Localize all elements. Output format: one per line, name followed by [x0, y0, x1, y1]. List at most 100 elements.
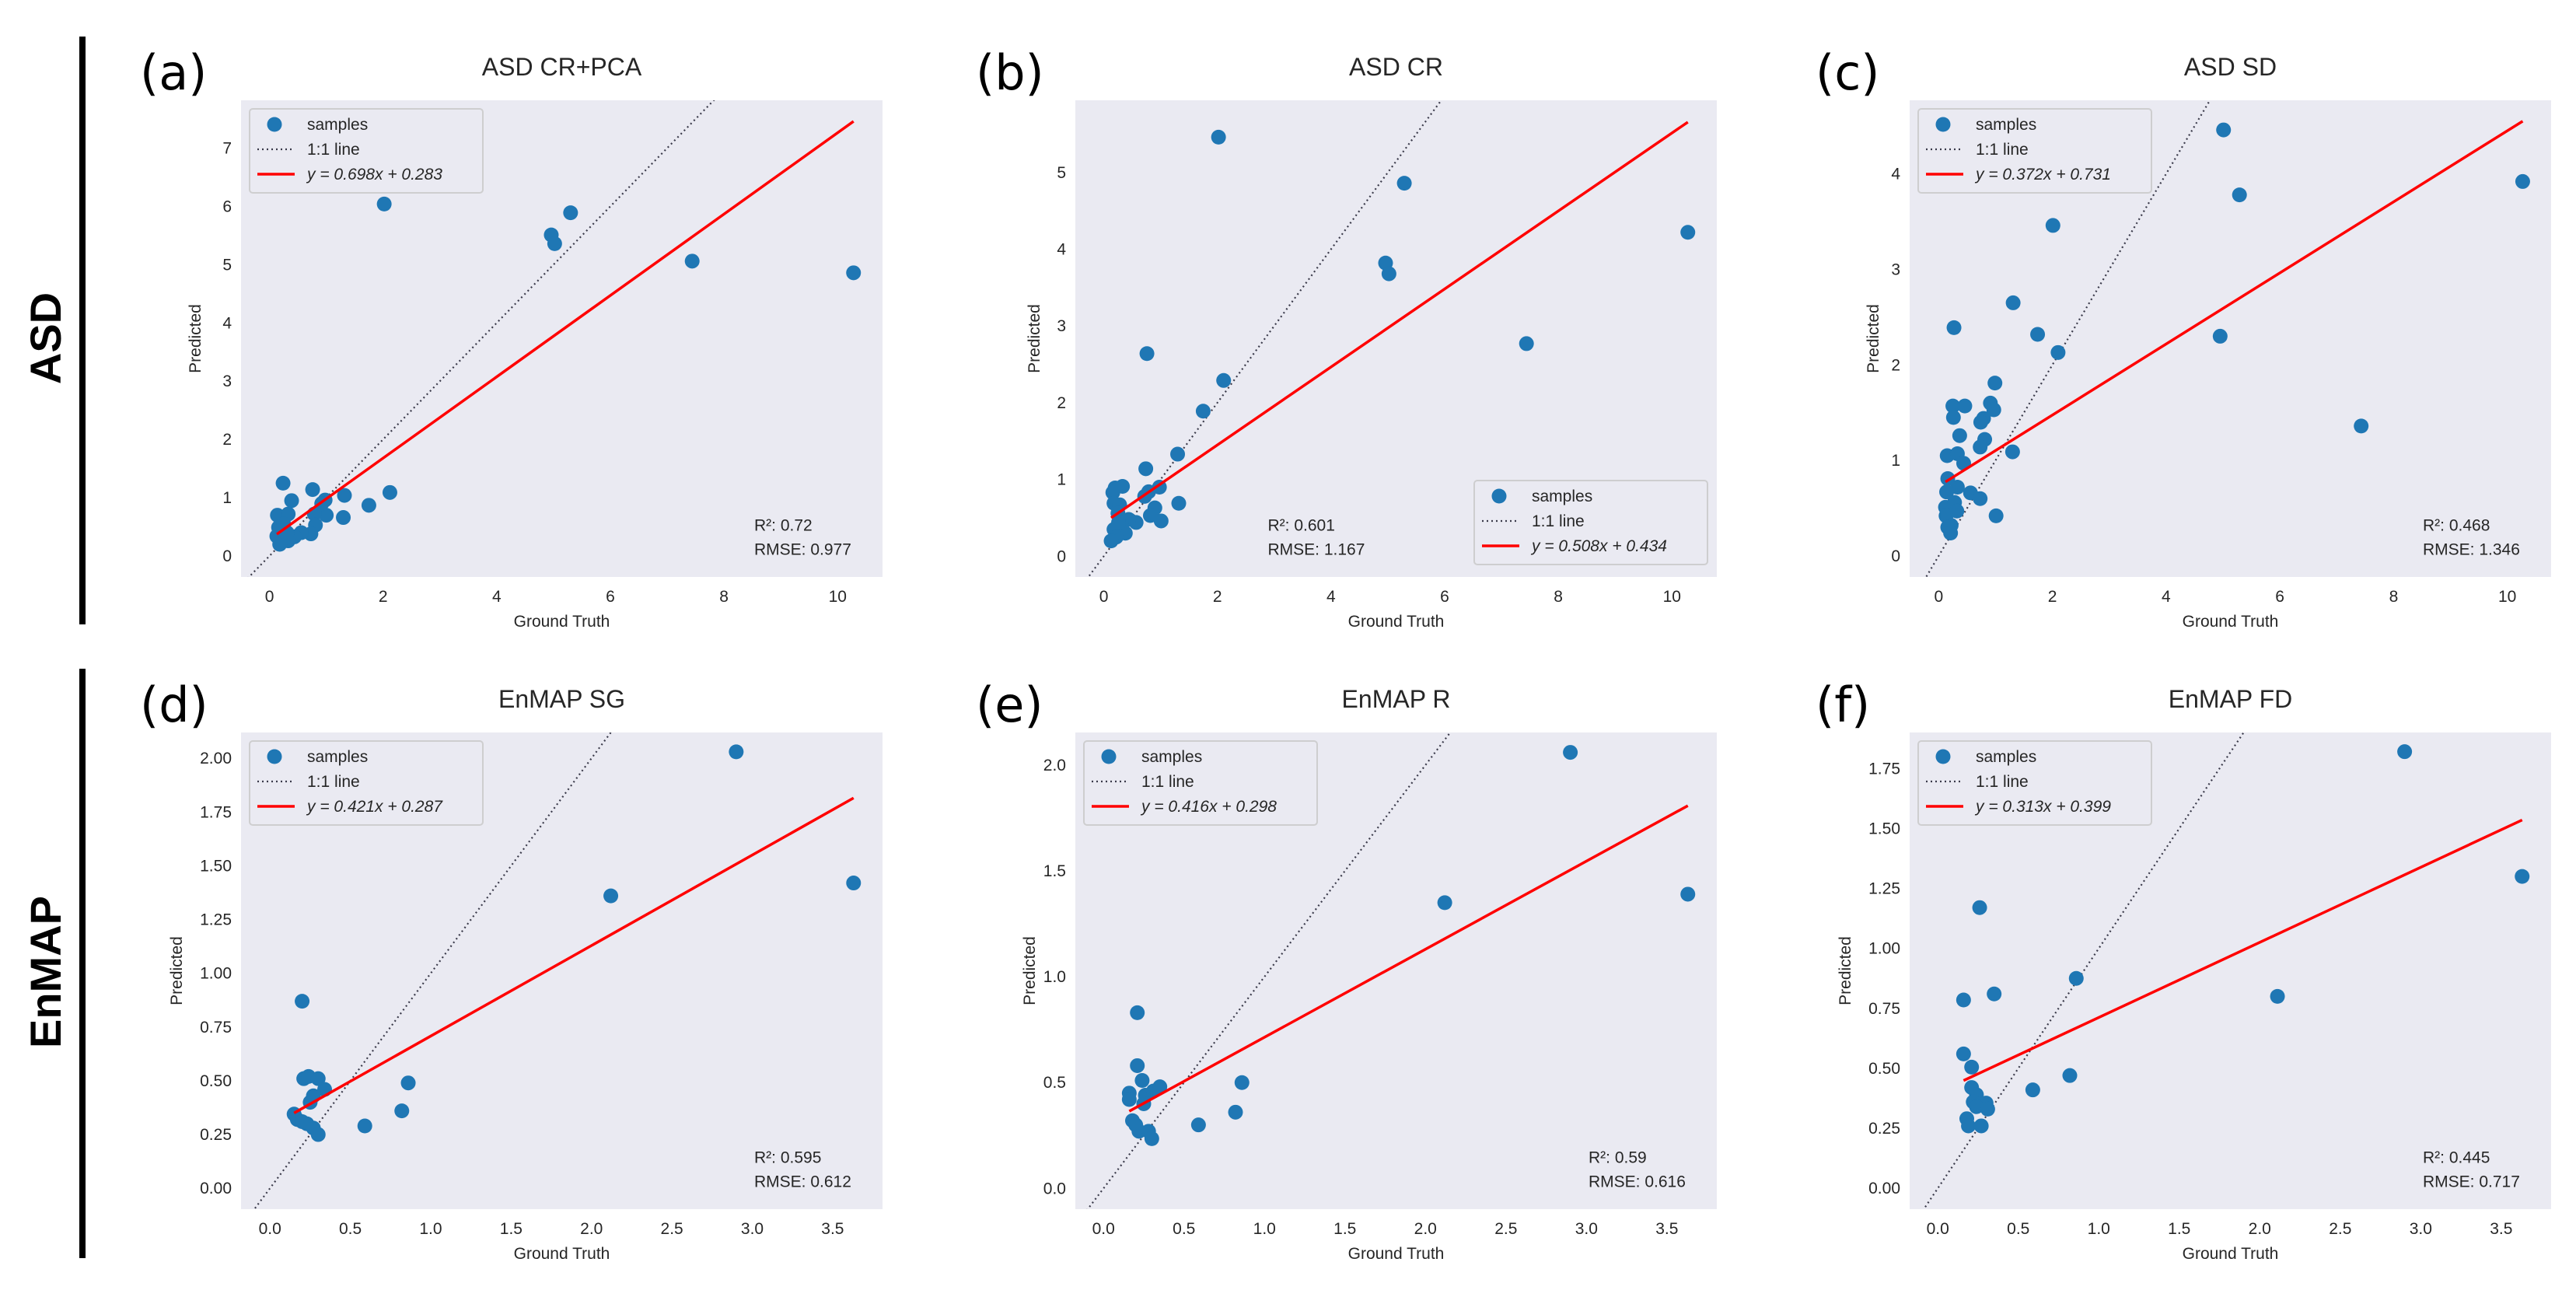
x-tick-label: 0.5: [339, 1220, 362, 1238]
y-tick-label: 0.25: [200, 1126, 232, 1144]
chart-title: ASD SD: [2184, 53, 2277, 81]
y-tick-label: 0.0: [1043, 1180, 1066, 1197]
x-tick-label: 3.5: [1655, 1220, 1678, 1238]
sample-point: [1170, 446, 1186, 462]
legend-label-identity: 1:1 line: [1976, 141, 2029, 159]
x-tick-label: 4: [492, 588, 502, 606]
x-axis-label: Ground Truth: [514, 613, 610, 631]
sample-point: [295, 994, 310, 1009]
sample-point: [1105, 484, 1120, 500]
r2-text: R²: 0.601: [1268, 517, 1335, 535]
legend-marker-samples: [1935, 749, 1951, 764]
y-tick-label: 1.00: [1868, 940, 1900, 958]
sample-point: [2515, 869, 2530, 884]
panel-letter: (a): [140, 44, 207, 101]
x-tick-label: 3.0: [741, 1220, 764, 1238]
rmse-text: RMSE: 0.977: [754, 541, 851, 559]
x-tick-label: 2: [2048, 588, 2057, 606]
sample-point: [284, 493, 299, 509]
y-tick-label: 1.50: [1868, 820, 1900, 837]
legend-label-samples: samples: [1532, 488, 1592, 505]
y-tick-label: 4: [222, 314, 232, 332]
sample-point: [1987, 376, 2003, 391]
y-tick-label: 0.25: [1868, 1120, 1900, 1138]
sample-point: [1945, 410, 1961, 425]
plot-content: [1924, 100, 2530, 577]
x-tick-label: 1.0: [419, 1220, 442, 1238]
legend: samples 1:1 line y = 0.416x + 0.298: [1083, 740, 1318, 826]
x-tick-label: 0.0: [259, 1220, 281, 1238]
chart-title: EnMAP R: [1342, 685, 1451, 713]
x-tick-label: 1.5: [2168, 1220, 2190, 1238]
sample-point: [1964, 1059, 1980, 1075]
panel-a: (a) ASD CR+PCA 0 2 4 6 8 10 0 1 2 3 4 5 6 7 Ground Truth…: [140, 44, 883, 631]
x-axis-label: Ground Truth: [514, 1245, 610, 1263]
x-tick-label: 10: [2498, 588, 2516, 606]
sample-point: [2068, 970, 2084, 986]
row-label-asd: ASD: [21, 292, 70, 384]
legend-label-fit: y = 0.508x + 0.434: [1530, 537, 1667, 555]
plot-content: [1087, 100, 1696, 577]
sample-point: [310, 1071, 326, 1086]
y-tick-label: 2.0: [1043, 757, 1066, 774]
sample-point: [1152, 1079, 1168, 1095]
y-tick-label: 0.50: [1868, 1060, 1900, 1078]
sample-point: [2270, 988, 2285, 1004]
regression-line: [1110, 121, 1689, 519]
sample-point: [1969, 1099, 1984, 1114]
sample-point: [1943, 525, 1959, 540]
regression-line: [293, 796, 855, 1114]
panel-e: (e) EnMAP R 0.0 0.5 1.0 1.5 2.0 2.5 3.0 3.5 0.0 0.5…: [976, 676, 1717, 1263]
sample-point: [2354, 418, 2369, 434]
row-divider-bar-asd: [79, 37, 86, 624]
legend: samples 1:1 line y = 0.508x + 0.434: [1473, 480, 1708, 565]
rmse-text: RMSE: 0.717: [2423, 1173, 2520, 1191]
y-tick-label: 0: [1057, 547, 1066, 565]
sample-point: [400, 1075, 416, 1091]
x-tick-label: 3.0: [2410, 1220, 2432, 1238]
y-axis-label: Predicted: [168, 936, 186, 1005]
y-tick-label: 2: [1891, 356, 1900, 374]
r2-text: R²: 0.595: [754, 1149, 821, 1167]
sample-point: [846, 265, 862, 281]
y-tick-label: 0.00: [200, 1180, 232, 1197]
y-tick-label: 1: [1891, 452, 1900, 470]
x-tick-label: 3.5: [821, 1220, 844, 1238]
x-tick-label: 8: [2389, 588, 2399, 606]
legend-box: [249, 108, 484, 194]
sample-point: [2216, 122, 2232, 138]
x-axis-label: Ground Truth: [2183, 613, 2279, 631]
sample-point: [2025, 1082, 2040, 1098]
y-tick-label: 0: [1891, 547, 1900, 565]
sample-point: [2005, 444, 2020, 460]
x-tick-label: 2.5: [661, 1220, 683, 1238]
sample-point: [1946, 320, 1962, 335]
sample-point: [1190, 1117, 1206, 1133]
sample-point: [1945, 398, 1961, 414]
rmse-text: RMSE: 0.612: [754, 1173, 851, 1191]
rmse-text: RMSE: 1.167: [1268, 541, 1365, 559]
y-tick-label: 3: [1891, 260, 1900, 278]
legend-label-identity: 1:1 line: [307, 141, 360, 159]
y-tick-label: 1.5: [1043, 862, 1066, 880]
sample-point: [310, 1127, 326, 1142]
x-axis-label: Ground Truth: [1348, 1245, 1445, 1263]
legend-label-identity: 1:1 line: [1141, 773, 1194, 791]
sample-point: [2050, 344, 2066, 360]
sample-point: [1234, 1075, 1250, 1090]
legend: samples 1:1 line y = 0.421x + 0.287: [249, 740, 484, 826]
sample-point: [1153, 513, 1169, 529]
legend-label-fit: y = 0.313x + 0.399: [1974, 798, 2111, 816]
y-tick-label: 1: [1057, 471, 1066, 489]
y-tick-label: 2: [222, 431, 232, 449]
plot-content: [253, 732, 862, 1209]
x-tick-label: 2: [1213, 588, 1222, 606]
legend-marker-samples: [267, 117, 282, 132]
legend-label-fit: y = 0.416x + 0.298: [1140, 798, 1277, 816]
sample-point: [1437, 895, 1452, 911]
sample-point: [1973, 1118, 1989, 1134]
legend-marker-samples: [1491, 488, 1507, 504]
legend: samples 1:1 line y = 0.313x + 0.399: [1917, 740, 2152, 826]
legend-marker-samples: [1101, 749, 1117, 764]
y-tick-label: 5: [1057, 164, 1066, 182]
